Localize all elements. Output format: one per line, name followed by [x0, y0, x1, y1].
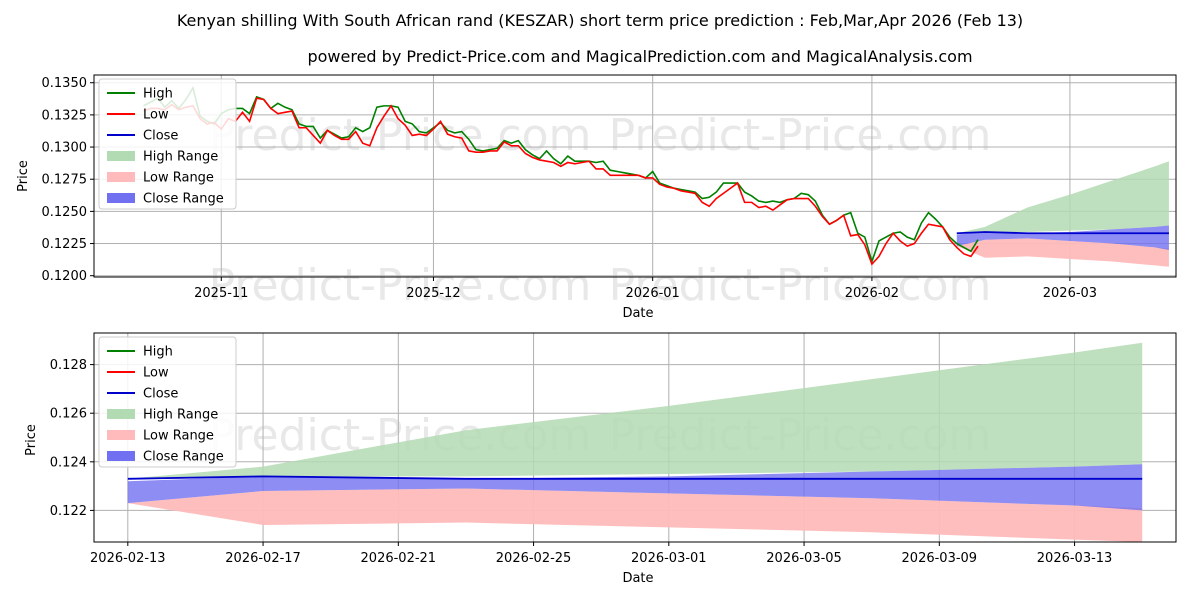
chart-title: Kenyan shilling With South African rand … — [177, 11, 1023, 30]
x-tick-label: 2026-03-01 — [631, 551, 707, 566]
close-range-band — [127, 464, 1143, 511]
legend-label: High — [143, 345, 173, 360]
y-tick-label: 0.128 — [50, 358, 87, 373]
legend-close-range-swatch — [107, 451, 135, 461]
low-range-band — [127, 488, 1143, 542]
legend-label: High Range — [143, 408, 218, 423]
x-tick-label: 2025-11 — [194, 286, 248, 301]
x-tick-label: 2026-02 — [845, 286, 899, 301]
watermark-text: Predict-Price.com — [609, 110, 992, 161]
top-legend: High Low Close High Range Low Range Close Ran… — [98, 78, 237, 210]
top-axes: 2025-11 2025-12 2026-01 2026-02 2026-03 0.120… — [42, 76, 1098, 301]
watermark-text: Predict-Price.com — [609, 260, 992, 311]
bottom-y-axis-title: Price — [24, 424, 39, 456]
bottom-x-axis-title: Date — [622, 571, 653, 586]
x-tick-label: 2025-12 — [406, 286, 460, 301]
high-range-band — [956, 161, 1169, 234]
y-tick-label: 0.124 — [50, 455, 87, 470]
y-tick-label: 0.1275 — [42, 173, 88, 188]
y-tick-label: 0.1325 — [42, 108, 88, 123]
legend-low-range-swatch — [107, 172, 135, 182]
y-tick-label: 0.1350 — [42, 76, 88, 91]
close-range-band — [956, 225, 1169, 250]
legend-close-range-swatch — [107, 193, 135, 203]
watermark-text: Predict-Price.com — [209, 110, 592, 161]
x-tick-label: 2026-03-09 — [902, 551, 978, 566]
legend-label: Low Range — [143, 171, 214, 186]
x-tick-label: 2026-02-13 — [90, 551, 166, 566]
legend-low-range-swatch — [107, 430, 135, 440]
y-tick-label: 0.1225 — [42, 237, 88, 252]
x-tick-label: 2026-02-25 — [496, 551, 572, 566]
close-series-line — [956, 231, 1169, 235]
close-series-line — [127, 475, 1143, 480]
chart-subtitle: powered by Predict-Price.com and Magical… — [307, 47, 972, 66]
bottom-plot-frame — [93, 332, 1177, 543]
top-plot-area: Predict-Price.com Predict-Price.com Predic… — [94, 75, 1176, 311]
y-tick-label: 0.1200 — [42, 269, 88, 284]
top-panel: Predict-Price.com Predict-Price.com Predic… — [16, 74, 1177, 321]
y-tick-label: 0.126 — [50, 407, 87, 422]
legend-high-range-swatch — [107, 409, 135, 419]
high-range-band — [127, 342, 1143, 479]
watermark-text: Predict-Price.com — [209, 260, 592, 311]
x-tick-label: 2026-02-21 — [361, 551, 437, 566]
top-x-axis-title: Date — [622, 306, 653, 321]
legend-label: High Range — [143, 150, 218, 165]
y-tick-label: 0.122 — [50, 504, 87, 519]
legend-label: Close Range — [143, 192, 224, 207]
x-tick-label: 2026-03-05 — [766, 551, 842, 566]
legend-label: Close — [143, 129, 178, 144]
top-plot-frame — [93, 74, 1177, 278]
x-tick-label: 2026-01 — [626, 286, 680, 301]
y-tick-label: 0.1300 — [42, 141, 88, 156]
legend-label: Close Range — [143, 450, 224, 465]
legend-label: Low — [143, 108, 169, 123]
legend-high-range-swatch — [107, 151, 135, 161]
legend-label: High — [143, 87, 173, 102]
bottom-legend: High Low Close High Range Low Range Close Ran… — [98, 336, 237, 468]
x-tick-label: 2026-02-17 — [225, 551, 301, 566]
low-series-line — [143, 97, 979, 266]
legend-label: Low — [143, 366, 169, 381]
x-tick-label: 2026-03-13 — [1037, 551, 1113, 566]
low-range-band — [956, 238, 1169, 267]
x-tick-label: 2026-03 — [1043, 286, 1097, 301]
legend-label: Close — [143, 387, 178, 402]
top-y-axis-title: Price — [16, 160, 31, 192]
bottom-axes: 2026-02-13 2026-02-17 2026-02-21 2026-02-25… — [50, 358, 1113, 566]
legend-label: Low Range — [143, 429, 214, 444]
y-tick-label: 0.1250 — [42, 205, 88, 220]
